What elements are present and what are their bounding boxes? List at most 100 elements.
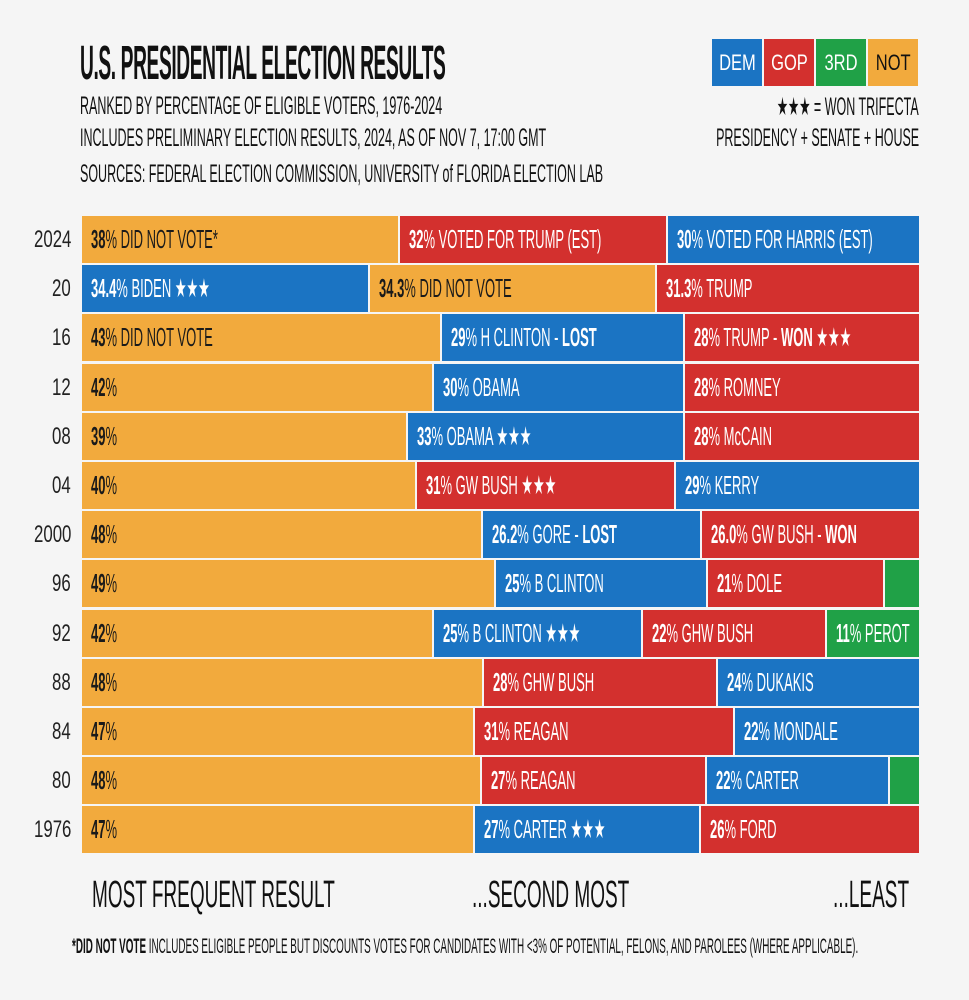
data-label: 48% bbox=[91, 765, 118, 796]
bar-row-20: 20 34.4% BIDEN ★★★ 34.3% DID NOT VOTE 31.3%… bbox=[52, 265, 919, 313]
bar-segment-dem: 30% OBAMA bbox=[433, 363, 685, 411]
trifecta-stars-icon: ★★★ bbox=[521, 469, 557, 500]
data-label: 28% McCAIN bbox=[693, 420, 772, 451]
year-label: 04 bbox=[52, 471, 71, 499]
data-label: 40% bbox=[91, 469, 118, 500]
data-label: 42% bbox=[91, 617, 118, 648]
bar-segment-3rd: 11% PEROT bbox=[826, 609, 919, 657]
data-label: 29% KERRY bbox=[685, 469, 760, 500]
bar-segment-gop: 31% GW BUSH ★★★ bbox=[416, 461, 677, 509]
bar-segment-gop: 26% FORD bbox=[701, 806, 919, 854]
bar-row-92: 92 42% 25% B CLINTON ★★★ 22% GHW BUSH 11% PE… bbox=[52, 609, 919, 657]
bar-row-84: 84 47% 31% REAGAN 22% MONDALE bbox=[52, 707, 919, 755]
data-label: 28% TRUMP - WON ★★★ bbox=[693, 322, 851, 353]
data-label: 30% OBAMA bbox=[442, 371, 520, 402]
bar-segment-gop: 27% REAGAN bbox=[481, 757, 707, 805]
year-label: 80 bbox=[52, 767, 71, 795]
year-label: 08 bbox=[52, 422, 71, 450]
legend-dem: DEM bbox=[712, 39, 762, 86]
year-label: 1976 bbox=[33, 816, 71, 844]
legend-3rd: 3RD bbox=[816, 39, 866, 86]
data-label: 43% DID NOT VOTE bbox=[91, 322, 213, 353]
bar-segment-3rd bbox=[885, 560, 919, 608]
label-most-frequent: MOST FREQUENT RESULT bbox=[92, 874, 335, 916]
bar-segment-not: 49% bbox=[82, 560, 497, 608]
bar-row-80: 80 48% 27% REAGAN 22% CARTER bbox=[52, 757, 919, 805]
bar-segment-3rd bbox=[889, 757, 919, 805]
footnote-text: INCLUDES ELIGIBLE PEOPLE BUT DISCOUNTS V… bbox=[146, 935, 859, 958]
bar-segment-not: 48% bbox=[82, 511, 483, 559]
bar-segment-not: 34.3% DID NOT VOTE bbox=[369, 265, 657, 313]
data-label: 31% GW BUSH ★★★ bbox=[425, 469, 557, 500]
data-label: 22% CARTER bbox=[715, 765, 799, 796]
data-label: 27% REAGAN bbox=[490, 765, 576, 796]
bar-segment-dem: 30% VOTED FOR HARRIS (EST) bbox=[667, 216, 919, 263]
bar-row-2024: 2024 38% DID NOT VOTE* 32% VOTED FOR TRUMP… bbox=[34, 216, 919, 263]
year-label: 92 bbox=[52, 619, 71, 647]
bar-segment-not: 42% bbox=[82, 609, 434, 657]
legend: DEM GOP 3RD NOT bbox=[712, 39, 918, 86]
bar-segment-dem: 29% H CLINTON - LOST bbox=[441, 314, 685, 362]
bar-segment-gop: 31% REAGAN bbox=[475, 707, 735, 755]
data-label: 42% bbox=[91, 371, 118, 402]
bar-row-2000: 2000 48% 26.2% GORE - LOST 26.0% GW BUSH - … bbox=[34, 511, 919, 559]
data-label: 25% B CLINTON ★★★ bbox=[442, 617, 580, 648]
bar-segment-not: 48% bbox=[82, 658, 484, 706]
data-label: 34.4% BIDEN ★★★ bbox=[91, 273, 210, 304]
data-label: 29% H CLINTON - LOST bbox=[450, 322, 597, 353]
bar-segment-dem: 29% KERRY bbox=[676, 461, 919, 509]
data-label: 26% FORD bbox=[710, 814, 777, 845]
data-label: 48% bbox=[91, 666, 118, 697]
trifecta-note: ★★★ = WON TRIFECTA bbox=[777, 93, 919, 121]
footnote-term: *DID NOT VOTE bbox=[72, 935, 147, 958]
bar-segment-dem: 26.2% GORE - LOST bbox=[482, 511, 702, 559]
chart-title: U.S. PRESIDENTIAL ELECTION RESULTS bbox=[80, 37, 446, 90]
label-second-most: ...SECOND MOST bbox=[472, 874, 630, 916]
bar-segment-dem: 33% OBAMA ★★★ bbox=[408, 412, 685, 460]
subtitle-preliminary: INCLUDES PRELIMINARY ELECTION RESULTS, 2… bbox=[80, 124, 547, 152]
bar-segment-dem: 22% MONDALE bbox=[734, 707, 919, 755]
bar-segment-gop: 28% ROMNEY bbox=[684, 363, 919, 411]
bar-segment-not: 38% DID NOT VOTE* bbox=[82, 216, 401, 263]
bar-row-88: 88 48% 28% GHW BUSH 24% DUKAKIS bbox=[52, 658, 919, 706]
bar-segment-dem: 24% DUKAKIS bbox=[718, 658, 919, 706]
bar-segment-dem: 27% CARTER ★★★ bbox=[475, 806, 702, 854]
bar-segment-gop: 28% GHW BUSH bbox=[483, 658, 719, 706]
bar-row-12: 12 42% 30% OBAMA 28% ROMNEY bbox=[52, 363, 919, 411]
data-label: 39% bbox=[91, 420, 118, 451]
year-label: 88 bbox=[52, 668, 71, 696]
subtitle-ranking: RANKED BY PERCENTAGE OF ELIGIBLE VOTERS,… bbox=[80, 92, 443, 120]
trifecta-stars-icon: ★★★ bbox=[570, 814, 606, 845]
bar-segment-dem: 34.4% BIDEN ★★★ bbox=[82, 265, 370, 313]
sources: SOURCES: FEDERAL ELECTION COMMISSION, UN… bbox=[80, 160, 604, 188]
bar-segment-gop: 32% VOTED FOR TRUMP (EST) bbox=[400, 216, 668, 263]
bar-segment-dem: 25% B CLINTON ★★★ bbox=[433, 609, 643, 657]
trifecta-stars-icon: ★★★ bbox=[812, 322, 851, 353]
legend-not: NOT bbox=[868, 39, 918, 86]
year-label: 2000 bbox=[33, 521, 71, 549]
bar-segment-dem: 25% B CLINTON bbox=[496, 560, 708, 608]
bar-row-96: 96 49% 25% B CLINTON 21% DOLE bbox=[52, 560, 919, 608]
data-label: 33% OBAMA ★★★ bbox=[417, 420, 532, 451]
data-label: 21% DOLE bbox=[716, 568, 782, 599]
legend-gop: GOP bbox=[764, 39, 814, 86]
data-label: 49% bbox=[91, 568, 118, 599]
data-label: 31.3% TRUMP bbox=[666, 273, 753, 304]
data-label: 11% PEROT bbox=[835, 617, 910, 648]
bar-segment-gop: 21% DOLE bbox=[707, 560, 886, 608]
data-label: 28% GHW BUSH bbox=[492, 666, 594, 697]
data-label: 27% CARTER ★★★ bbox=[484, 814, 606, 845]
bar-segment-gop: 22% GHW BUSH bbox=[642, 609, 827, 657]
trifecta-stars-icon: ★★★ bbox=[174, 273, 210, 304]
data-label: 22% GHW BUSH bbox=[651, 617, 753, 648]
bar-segment-not: 47% bbox=[82, 707, 476, 755]
trifecta-stars-icon: ★★★ bbox=[496, 420, 532, 451]
year-label: 16 bbox=[52, 324, 71, 352]
bar-segment-not: 47% bbox=[82, 806, 476, 854]
bar-segment-not: 42% bbox=[82, 363, 434, 411]
bar-row-1976: 1976 47% 27% CARTER ★★★ 26% FORD bbox=[34, 806, 919, 854]
data-label: 26.0% GW BUSH - WON bbox=[710, 519, 857, 550]
data-label: 34.3% DID NOT VOTE bbox=[378, 273, 512, 304]
year-label: 84 bbox=[52, 717, 71, 745]
footnote: *DID NOT VOTE INCLUDES ELIGIBLE PEOPLE B… bbox=[72, 935, 969, 959]
